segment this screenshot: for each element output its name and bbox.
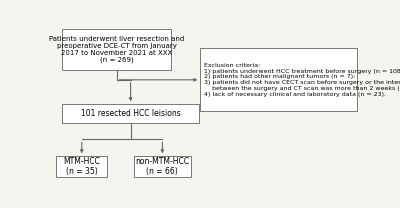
FancyBboxPatch shape [62,104,199,123]
Text: non-MTM-HCC
(n = 66): non-MTM-HCC (n = 66) [135,157,189,176]
FancyBboxPatch shape [134,156,191,177]
Text: MTM-HCC
(n = 35): MTM-HCC (n = 35) [63,157,100,176]
Text: Patients underwent liver resection and
preoperative DCE-CT from January
2017 to : Patients underwent liver resection and p… [49,36,184,63]
FancyBboxPatch shape [200,48,357,111]
Text: Exclusion criteria:
1) patients underwent HCC treatment before surgery (n = 108): Exclusion criteria: 1) patients underwen… [204,63,400,97]
Text: 101 resected HCC leisions: 101 resected HCC leisions [81,109,180,118]
FancyBboxPatch shape [62,29,171,70]
FancyBboxPatch shape [56,156,107,177]
